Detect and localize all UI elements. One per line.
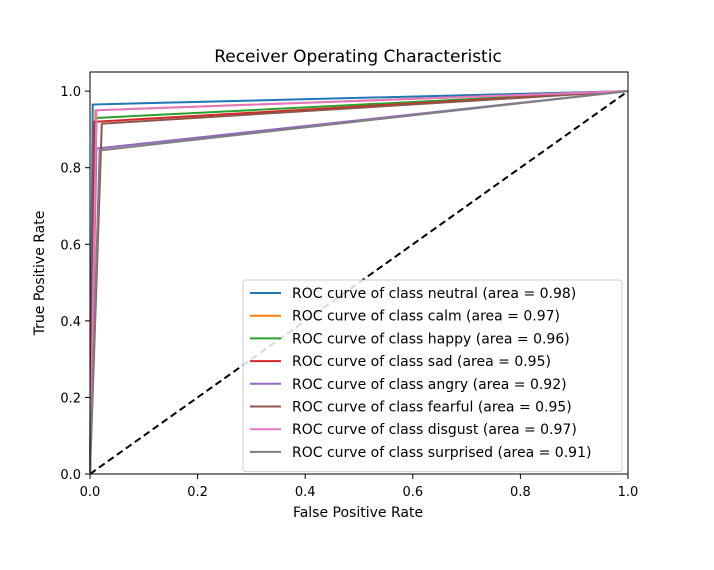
legend-label: ROC curve of class fearful (area = 0.95) bbox=[292, 400, 572, 416]
roc-line-6 bbox=[89, 90, 629, 475]
x-tick-label: 1.0 bbox=[618, 485, 639, 500]
x-axis-label: False Positive Rate bbox=[293, 505, 423, 521]
chart-title: Receiver Operating Characteristic bbox=[214, 47, 502, 67]
legend-label: ROC curve of class calm (area = 0.97) bbox=[292, 309, 560, 325]
legend-label: ROC curve of class disgust (area = 0.97) bbox=[292, 422, 577, 438]
legend-label: ROC curve of class happy (area = 0.96) bbox=[292, 331, 570, 347]
x-tick-label: 0.4 bbox=[295, 485, 316, 500]
legend: ROC curve of class neutral (area = 0.98)… bbox=[242, 279, 623, 473]
y-tick-label: 1.0 bbox=[60, 85, 81, 100]
y-tick-label: 0.4 bbox=[60, 315, 81, 330]
y-tick-label: 0.6 bbox=[60, 238, 81, 253]
x-tick-label: 0.6 bbox=[402, 485, 423, 500]
legend-label: ROC curve of class surprised (area = 0.9… bbox=[292, 445, 591, 461]
legend-label: ROC curve of class angry (area = 0.92) bbox=[292, 377, 567, 393]
y-axis-label: True Positive Rate bbox=[32, 211, 48, 337]
y-tick-label: 0.0 bbox=[60, 468, 81, 483]
legend-box bbox=[242, 279, 623, 473]
x-tick-label: 0.8 bbox=[510, 485, 531, 500]
legend-label: ROC curve of class sad (area = 0.95) bbox=[292, 354, 551, 370]
axes-frame bbox=[89, 71, 629, 475]
x-tick-label: 0.2 bbox=[187, 485, 208, 500]
y-tick-label: 0.8 bbox=[60, 162, 81, 177]
x-tick-label: 0.0 bbox=[80, 485, 101, 500]
legend-label: ROC curve of class neutral (area = 0.98) bbox=[292, 286, 576, 302]
y-tick-label: 0.2 bbox=[60, 391, 81, 406]
roc-line-7 bbox=[89, 90, 629, 475]
